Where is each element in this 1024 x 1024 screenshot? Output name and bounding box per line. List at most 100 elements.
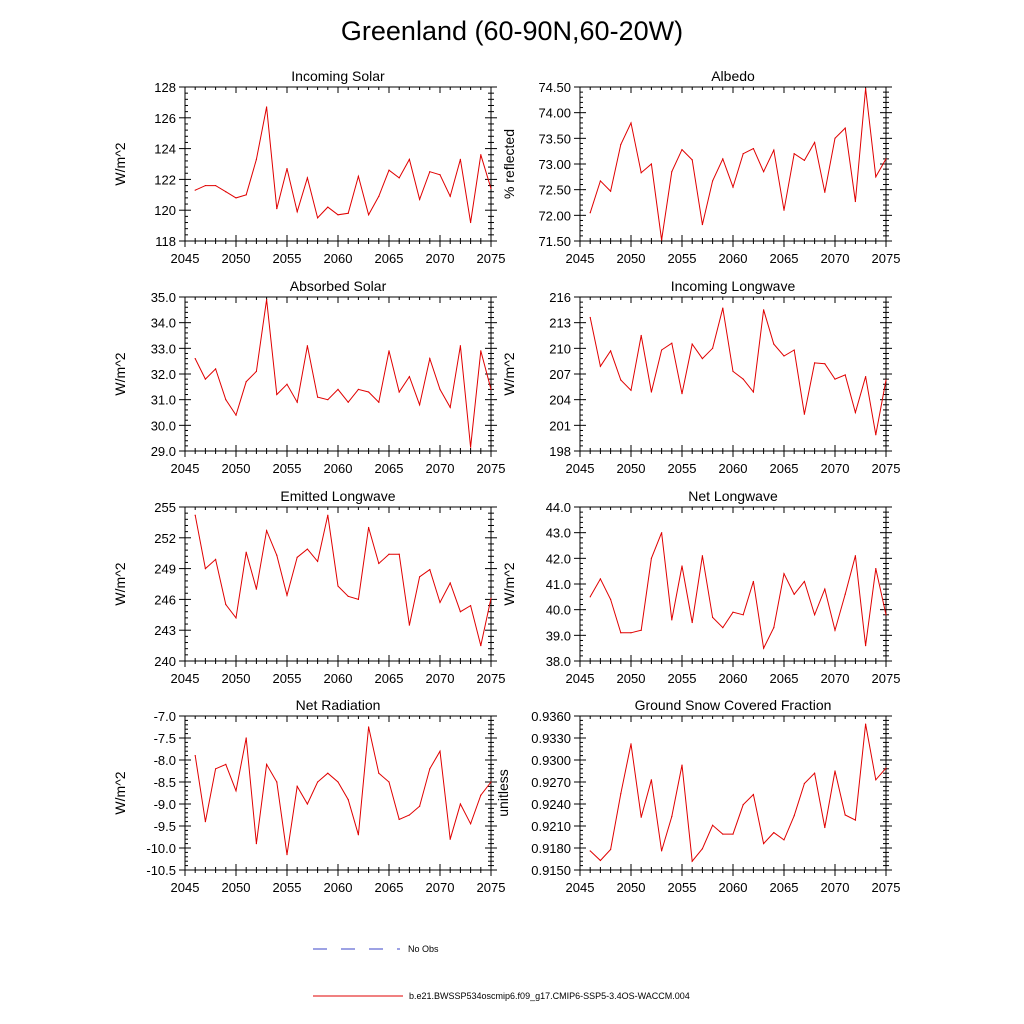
data-point bbox=[865, 723, 867, 725]
data-point bbox=[783, 573, 785, 575]
data-point bbox=[875, 434, 877, 436]
data-point bbox=[589, 596, 591, 598]
data-point bbox=[620, 793, 622, 795]
x-tick-label: 2060 bbox=[324, 461, 353, 476]
data-point bbox=[630, 122, 632, 124]
data-point bbox=[722, 158, 724, 160]
panel-title: Absorbed Solar bbox=[290, 278, 387, 294]
y-tick-label: 240 bbox=[154, 654, 176, 669]
data-point bbox=[661, 850, 663, 852]
data-point bbox=[470, 446, 472, 448]
y-tick-label: 0.9330 bbox=[531, 731, 571, 746]
data-point bbox=[255, 370, 257, 373]
x-tick-label: 2070 bbox=[426, 671, 455, 686]
y-tick-label: 0.9360 bbox=[531, 709, 571, 724]
data-point bbox=[388, 169, 390, 171]
data-point bbox=[814, 141, 816, 144]
data-point bbox=[763, 309, 765, 311]
legend-model-label: b.e21.BWSSP534oscmip6.f09_g17.CMIP6-SSP5… bbox=[409, 991, 690, 1001]
data-point bbox=[610, 848, 612, 851]
y-axis-label: W/m^2 bbox=[112, 562, 128, 605]
data-point bbox=[650, 163, 653, 165]
x-tick-label: 2065 bbox=[770, 671, 799, 686]
legend-obs-label: No Obs bbox=[408, 944, 439, 954]
data-point bbox=[449, 406, 451, 408]
data-point bbox=[681, 565, 683, 567]
x-tick-label: 2050 bbox=[617, 461, 646, 476]
data-point bbox=[276, 781, 278, 783]
x-tick-label: 2060 bbox=[719, 671, 748, 686]
data-point bbox=[286, 854, 288, 856]
y-tick-label: 42.0 bbox=[546, 551, 571, 566]
x-tick-label: 2065 bbox=[770, 461, 799, 476]
y-tick-label: 0.9240 bbox=[531, 797, 571, 812]
x-tick-label: 2055 bbox=[668, 880, 697, 895]
data-point bbox=[712, 824, 714, 826]
data-point bbox=[640, 172, 642, 174]
y-tick-label: 207 bbox=[549, 367, 571, 382]
data-point bbox=[671, 815, 673, 818]
y-tick-label: 73.50 bbox=[538, 131, 571, 146]
data-point bbox=[480, 154, 482, 156]
panel-absorbed-solar: Absorbed Solar 2045 2050 2055 2060 2065 2070 20… bbox=[112, 278, 505, 476]
data-point bbox=[235, 414, 237, 416]
data-point bbox=[215, 558, 217, 560]
x-tick-label: 2055 bbox=[668, 671, 697, 686]
y-tick-label: 118 bbox=[155, 234, 176, 249]
y-tick-label: 72.00 bbox=[538, 208, 571, 223]
y-tick-label: 72.50 bbox=[538, 183, 571, 198]
data-point bbox=[276, 208, 278, 210]
data-point bbox=[885, 158, 887, 160]
y-tick-label: 34.0 bbox=[151, 316, 176, 331]
plot-frame bbox=[579, 506, 887, 662]
y-tick-label: -7.5 bbox=[154, 731, 176, 746]
data-point bbox=[610, 350, 612, 352]
y-tick-label: 0.9270 bbox=[531, 775, 571, 790]
x-tick-label: 2075 bbox=[872, 251, 901, 266]
data-point bbox=[865, 645, 867, 647]
data-point bbox=[388, 350, 390, 352]
data-point bbox=[834, 378, 836, 380]
data-point bbox=[681, 149, 683, 151]
data-point bbox=[661, 349, 663, 351]
data-point bbox=[449, 838, 451, 840]
y-axis-label: % reflected bbox=[501, 129, 517, 199]
data-point bbox=[429, 569, 431, 571]
y-tick-label: 120 bbox=[154, 203, 176, 218]
data-point bbox=[854, 819, 857, 821]
data-point bbox=[429, 358, 431, 360]
data-point bbox=[215, 768, 217, 770]
data-point bbox=[783, 209, 785, 211]
y-tick-label: 249 bbox=[154, 562, 176, 577]
data-point bbox=[398, 553, 400, 555]
data-point bbox=[439, 601, 441, 604]
figure-title: Greenland (60-90N,60-20W) bbox=[341, 16, 683, 46]
plot-frame bbox=[579, 86, 887, 242]
panel-net-longwave: Net Longwave 2045 2050 2055 2060 2065 2070 2075… bbox=[501, 488, 900, 686]
y-tick-label: -10.5 bbox=[146, 863, 176, 878]
x-tick-label: 2050 bbox=[617, 671, 646, 686]
data-point bbox=[286, 383, 288, 385]
data-point bbox=[439, 750, 441, 752]
data-point bbox=[712, 180, 714, 182]
data-point bbox=[589, 212, 591, 214]
data-point bbox=[691, 159, 693, 161]
data-point bbox=[752, 793, 755, 796]
data-point bbox=[773, 627, 775, 629]
data-point bbox=[865, 375, 867, 378]
data-point bbox=[368, 391, 370, 393]
x-tick-label: 2045 bbox=[171, 461, 200, 476]
data-point bbox=[317, 781, 319, 783]
data-point bbox=[459, 611, 461, 613]
data-point bbox=[337, 781, 339, 783]
data-point bbox=[368, 726, 370, 728]
data-point bbox=[204, 378, 206, 380]
x-tick-label: 2045 bbox=[566, 880, 595, 895]
data-point bbox=[671, 619, 673, 621]
data-point bbox=[490, 388, 492, 390]
x-tick-label: 2060 bbox=[719, 251, 748, 266]
y-tick-label: 246 bbox=[154, 592, 176, 607]
data-point bbox=[803, 159, 806, 162]
x-tick-label: 2075 bbox=[872, 671, 901, 686]
y-tick-label: 44.0 bbox=[546, 500, 571, 515]
